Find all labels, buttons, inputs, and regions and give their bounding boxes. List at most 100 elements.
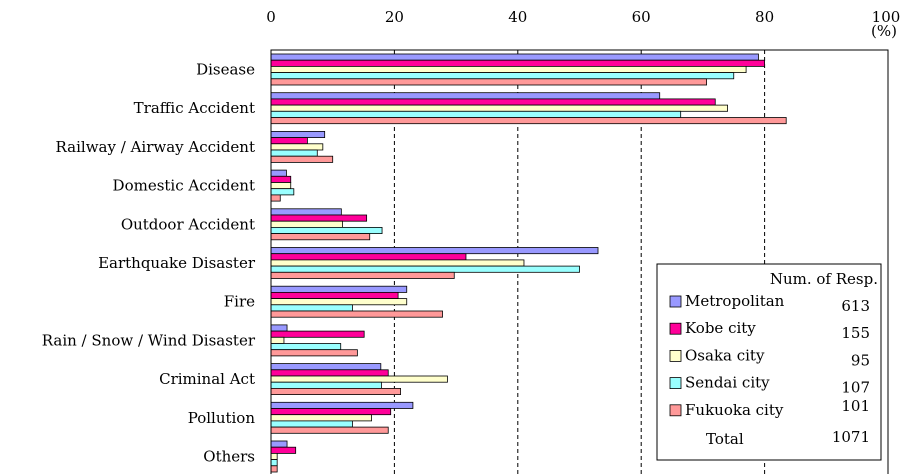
x-tick-label: 100: [872, 8, 901, 26]
bar: [270, 336, 285, 344]
legend-response-count: 101: [841, 397, 870, 415]
legend-response-count: 95: [851, 351, 870, 369]
bar: [270, 459, 278, 467]
legend-total-label: Total: [706, 430, 744, 448]
legend-series-name: Fukuoka city: [685, 401, 784, 419]
legend-series-name: Sendai city: [685, 374, 770, 392]
bar-group: [270, 208, 383, 241]
bar: [270, 426, 389, 434]
bar: [270, 349, 358, 357]
bar: [270, 291, 399, 299]
bar: [270, 78, 708, 86]
bar: [270, 253, 467, 261]
bar: [270, 363, 382, 371]
bar: [270, 375, 448, 383]
bar: [270, 343, 342, 351]
bar-group: [270, 247, 599, 279]
legend-swatch: [669, 377, 682, 390]
category-label: Outdoor Accident: [121, 215, 255, 233]
bar-group: [270, 401, 414, 434]
bar-group: [270, 363, 448, 395]
x-tick-label: 40: [508, 8, 527, 26]
bar: [270, 194, 281, 202]
bar: [270, 98, 716, 106]
bar: [270, 169, 287, 177]
bar: [270, 188, 295, 196]
bar: [270, 247, 599, 255]
bar: [270, 104, 728, 112]
bar: [270, 214, 368, 222]
bar: [270, 259, 525, 267]
legend-items: Metropolitan 613 Kobe city 155 Osaka city 95 S…: [669, 292, 870, 419]
bar: [270, 304, 353, 312]
x-axis-ticks: 0 20 40 60 80 100: [266, 8, 900, 26]
bar: [270, 369, 389, 377]
legend-response-count: 107: [841, 379, 870, 397]
bar: [270, 408, 392, 416]
category-label: Disease: [196, 61, 255, 79]
bar: [270, 324, 288, 332]
bar: [270, 220, 343, 228]
bar: [270, 137, 308, 145]
bar: [270, 226, 383, 234]
legend-swatch: [669, 404, 682, 417]
bar: [270, 446, 297, 454]
legend-box: [656, 263, 882, 461]
x-tick-label: 60: [632, 8, 651, 26]
legend-item: Kobe city 155: [669, 319, 870, 342]
bar-group: [270, 285, 443, 318]
legend-series-name: Kobe city: [685, 319, 756, 337]
bar: [270, 381, 382, 389]
category-label: Domestic Accident: [113, 177, 255, 195]
bar: [270, 110, 682, 118]
bar: [270, 72, 735, 80]
bar: [270, 452, 278, 460]
bar-group: [270, 324, 365, 357]
legend-header: Num. of Resp.: [770, 270, 878, 288]
legend-response-count: 613: [841, 297, 870, 315]
bar-group: [270, 53, 766, 86]
bar-group: [270, 169, 295, 202]
bar-group: [270, 130, 334, 163]
legend-response-count: 155: [841, 324, 870, 342]
bar: [270, 465, 278, 473]
legend-swatch: [669, 349, 682, 362]
plot-area-frame: [270, 49, 889, 474]
bar: [270, 53, 759, 61]
legend-item: Sendai city 107: [669, 374, 870, 397]
bar: [270, 440, 288, 448]
legend-series-name: Metropolitan: [685, 292, 785, 310]
bar: [270, 182, 292, 190]
bar: [270, 149, 318, 157]
bar: [270, 310, 443, 318]
legend: Num. of Resp. Metropolitan 613 Kobe city 15…: [656, 263, 882, 461]
bar: [270, 130, 326, 138]
x-tick-label: 20: [385, 8, 404, 26]
category-label: Criminal Act: [159, 370, 255, 388]
category-label: Rain / Snow / Wind Disaster: [42, 331, 256, 349]
bar: [270, 117, 787, 125]
category-label: Others: [203, 448, 255, 466]
bar: [270, 155, 334, 163]
legend-item: Fukuoka city 101: [669, 397, 870, 419]
bar: [270, 233, 371, 241]
category-label: Traffic Accident: [134, 99, 255, 117]
legend-swatch: [669, 295, 682, 308]
bar: [270, 271, 455, 279]
unit-label: (%): [871, 22, 897, 40]
bar: [270, 175, 292, 183]
bar: [270, 420, 353, 428]
bar: [270, 387, 401, 395]
category-label: Fire: [224, 293, 255, 311]
x-tick-label: 0: [266, 8, 276, 26]
category-label: Pollution: [188, 409, 256, 427]
bar: [270, 401, 414, 409]
category-labels: Disease Traffic Accident Railway / Airway …: [42, 61, 256, 466]
bar: [270, 285, 408, 293]
legend-swatch: [669, 322, 682, 335]
category-label: Railway / Airway Accident: [56, 138, 255, 156]
bar: [270, 298, 408, 306]
legend-total-value: 1071: [832, 428, 870, 446]
bar: [270, 143, 324, 151]
